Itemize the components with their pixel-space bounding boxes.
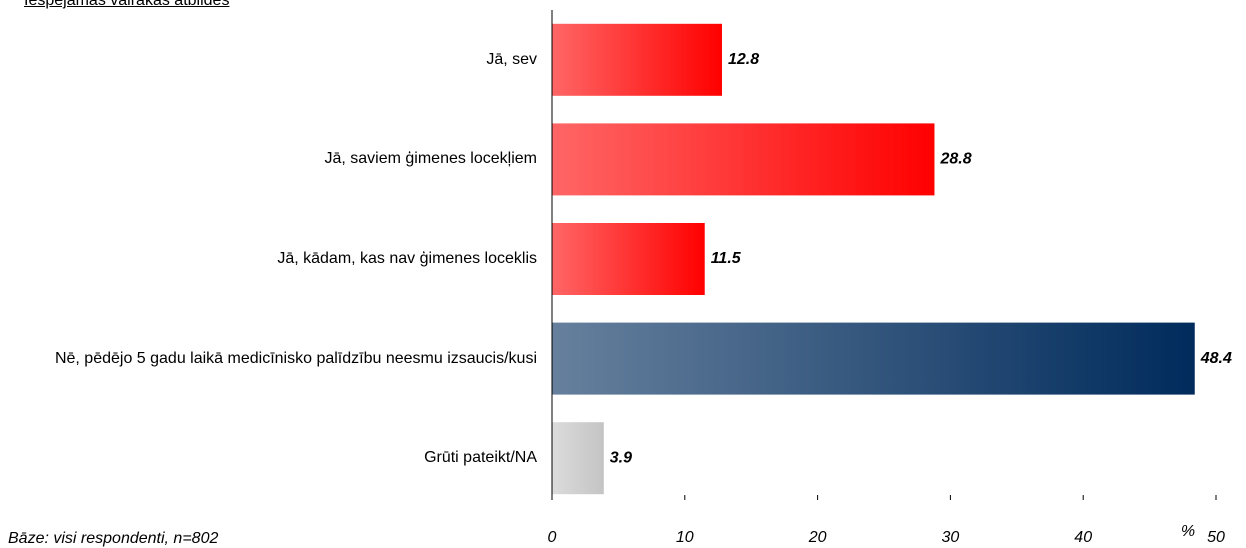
base-note: Bāze: visi respondenti, n=802: [8, 530, 219, 547]
bar: [552, 322, 1195, 395]
bar: [552, 123, 935, 196]
x-tick-label: 50: [1207, 529, 1225, 546]
value-label: 28.8: [939, 151, 971, 168]
x-tick-label: 20: [808, 529, 827, 546]
value-label: 48.4: [1200, 350, 1232, 367]
bar: [552, 23, 722, 96]
category-label: Grūti pateikt/NA: [424, 449, 537, 467]
x-axis-label: %: [1181, 523, 1195, 540]
bar: [552, 223, 705, 295]
category-label: Nē, pēdējo 5 gadu laikā medicīnisko palī…: [54, 349, 537, 367]
value-label: 12.8: [728, 51, 759, 68]
x-tick-label: 40: [1074, 529, 1092, 546]
category-label: Jā, saviem ģimenes locekļiem: [324, 150, 537, 168]
value-label: 11.5: [711, 250, 742, 267]
subtitle: Iespējamas vairākas atbildes: [24, 0, 230, 9]
x-tick-label: 0: [548, 529, 557, 546]
category-label: Jā, sev: [486, 50, 537, 68]
category-label: Jā, kādam, kas nav ģimenes loceklis: [277, 250, 537, 267]
x-tick-label: 30: [942, 529, 960, 546]
value-label: 3.9: [610, 449, 632, 466]
x-tick-label: 10: [676, 529, 694, 546]
bar: [552, 422, 604, 495]
